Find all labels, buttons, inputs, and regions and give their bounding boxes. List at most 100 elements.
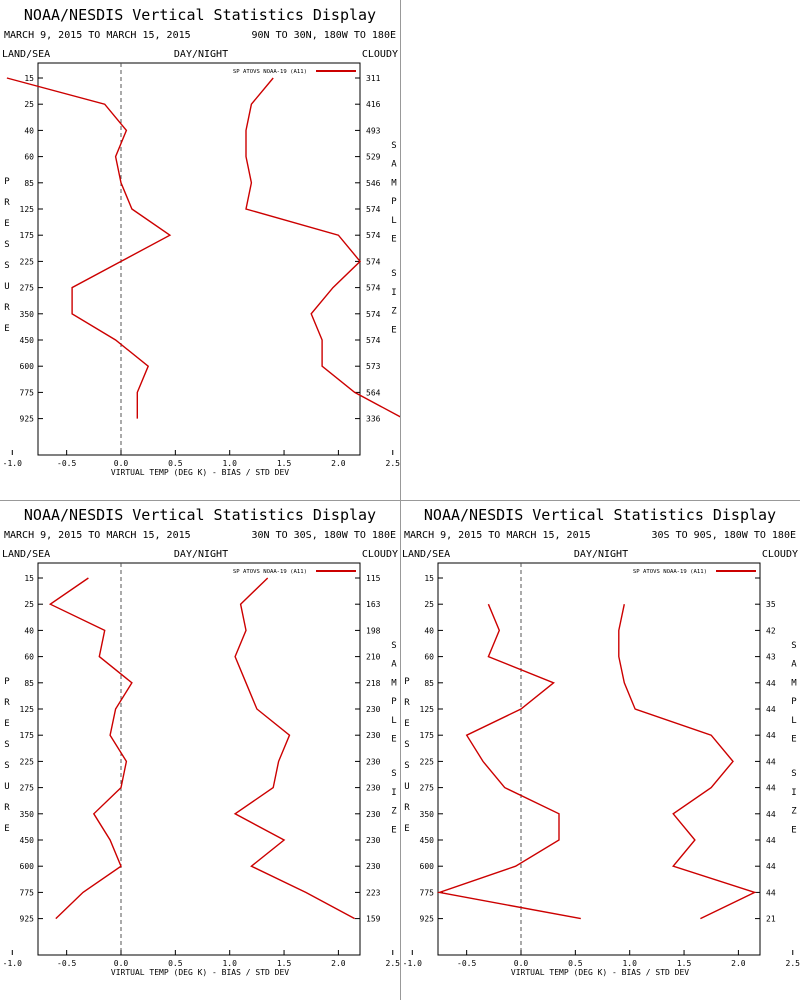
x-axis-label: VIRTUAL TEMP (DEG K) - BIAS / STD DEV bbox=[111, 968, 289, 977]
sample-size-label: 42 bbox=[766, 626, 776, 635]
bias-line bbox=[6, 77, 172, 419]
x-tick-label: 2.5 bbox=[386, 959, 400, 968]
x-tick-label: 2.0 bbox=[331, 459, 346, 468]
legend-label: SP ATOVS NOAA-19 (A11) bbox=[233, 569, 307, 575]
pressure-level-label: 450 bbox=[420, 836, 435, 845]
x-tick-label: -0.5 bbox=[457, 959, 476, 968]
x-axis-label: VIRTUAL TEMP (DEG K) - BIAS / STD DEV bbox=[511, 968, 689, 977]
sample-size-label: 230 bbox=[366, 757, 381, 766]
pressure-level-label: 125 bbox=[20, 705, 35, 714]
pressure-level-label: 40 bbox=[24, 626, 34, 635]
date-range: MARCH 9, 2015 TO MARCH 15, 2015 bbox=[4, 30, 191, 41]
sample-size-label: 574 bbox=[366, 257, 381, 266]
date-range: MARCH 9, 2015 TO MARCH 15, 2015 bbox=[404, 530, 591, 541]
pressure-level-label: 925 bbox=[420, 915, 435, 924]
x-tick-label: -1.0 bbox=[3, 959, 22, 968]
sample-size-label: 574 bbox=[366, 205, 381, 214]
plot-frame bbox=[37, 562, 361, 956]
sample-size-label: 44 bbox=[766, 679, 776, 688]
stats-panel-lower-right: NOAA/NESDIS Vertical Statistics Display M… bbox=[402, 506, 800, 977]
sample-size-label: 44 bbox=[766, 757, 776, 766]
sample-size-label: 529 bbox=[366, 153, 381, 162]
pressure-level-label: 175 bbox=[20, 731, 35, 740]
sample-size-label: 44 bbox=[766, 836, 776, 845]
sample-size-label: 230 bbox=[366, 731, 381, 740]
plot-frame bbox=[437, 562, 761, 956]
sample-size-label: 230 bbox=[366, 810, 381, 819]
region-label: 30N TO 30S, 180W TO 180E bbox=[252, 530, 397, 541]
sample-size-label: 223 bbox=[366, 888, 381, 897]
sample-size-label: 210 bbox=[366, 653, 381, 662]
sample-size-label: 44 bbox=[766, 888, 776, 897]
pressure-level-label: 225 bbox=[20, 757, 35, 766]
bias-line bbox=[48, 577, 133, 920]
sample-size-label: 416 bbox=[366, 100, 381, 109]
sample-size-label: 44 bbox=[766, 731, 776, 740]
pressure-level-label: 775 bbox=[20, 388, 35, 397]
sample-size-label: 336 bbox=[366, 415, 381, 424]
panel-title: NOAA/NESDIS Vertical Statistics Display bbox=[24, 6, 376, 24]
sample-size-label: 44 bbox=[766, 784, 776, 793]
pressure-level-label: 25 bbox=[24, 100, 34, 109]
x-tick-label: 1.0 bbox=[622, 959, 637, 968]
region-label: 90N TO 30N, 180W TO 180E bbox=[252, 30, 397, 41]
x-tick-label: 2.5 bbox=[386, 459, 400, 468]
x-tick-label: 1.0 bbox=[222, 959, 237, 968]
pressure-level-label: 925 bbox=[20, 415, 35, 424]
region-label: 30S TO 90S, 180W TO 180E bbox=[652, 530, 797, 541]
std-dev-line bbox=[233, 577, 356, 920]
pressure-level-label: 15 bbox=[24, 74, 34, 83]
pressure-level-label: 60 bbox=[24, 653, 34, 662]
pressure-level-label: 85 bbox=[24, 179, 34, 188]
sample-size-label: 230 bbox=[366, 862, 381, 871]
pressure-level-label: 60 bbox=[424, 653, 434, 662]
pressure-level-label: 25 bbox=[24, 600, 34, 609]
x-tick-label: 2.5 bbox=[786, 959, 800, 968]
sample-size-label: 574 bbox=[366, 310, 381, 319]
x-tick-label: 2.0 bbox=[731, 959, 746, 968]
pressure-level-label: 350 bbox=[420, 810, 435, 819]
sample-size-label: 230 bbox=[366, 836, 381, 845]
stats-panel-lower-left: NOAA/NESDIS Vertical Statistics Display M… bbox=[2, 506, 400, 977]
x-tick-label: 1.0 bbox=[222, 459, 237, 468]
pressure-level-label: 450 bbox=[20, 836, 35, 845]
sample-size-label: 35 bbox=[766, 600, 776, 609]
sample-size-label: 546 bbox=[366, 179, 381, 188]
date-range: MARCH 9, 2015 TO MARCH 15, 2015 bbox=[4, 530, 191, 541]
pressure-level-label: 600 bbox=[20, 362, 35, 371]
pressure-level-label: 275 bbox=[420, 784, 435, 793]
x-tick-label: 1.5 bbox=[677, 959, 692, 968]
x-axis-label: VIRTUAL TEMP (DEG K) - BIAS / STD DEV bbox=[111, 468, 289, 477]
plot-frame bbox=[37, 62, 361, 456]
land-sea-label: LAND/SEA bbox=[2, 549, 50, 560]
sample-size-label: 574 bbox=[366, 231, 381, 240]
cloudy-label: CLOUDY bbox=[362, 49, 398, 60]
pressure-level-label: 15 bbox=[24, 574, 34, 583]
x-tick-label: 0.0 bbox=[114, 959, 129, 968]
pressure-level-label: 600 bbox=[420, 862, 435, 871]
pressure-level-label: 450 bbox=[20, 336, 35, 345]
pressure-level-label: 25 bbox=[424, 600, 434, 609]
bias-line bbox=[436, 603, 581, 920]
sample-size-label: 21 bbox=[766, 915, 776, 924]
sample-size-label: 230 bbox=[366, 784, 381, 793]
stats-panel-upper-left: NOAA/NESDIS Vertical Statistics Display M… bbox=[2, 6, 400, 477]
x-tick-label: 0.0 bbox=[514, 959, 529, 968]
panel-title: NOAA/NESDIS Vertical Statistics Display bbox=[24, 506, 376, 524]
sample-size-label: 574 bbox=[366, 336, 381, 345]
sample-size-label: 230 bbox=[366, 705, 381, 714]
sample-size-label: 43 bbox=[766, 653, 776, 662]
pressure-level-label: 925 bbox=[20, 915, 35, 924]
x-tick-label: -0.5 bbox=[57, 959, 76, 968]
sample-size-label: 564 bbox=[366, 388, 381, 397]
land-sea-label: LAND/SEA bbox=[402, 549, 450, 560]
sample-size-label: 573 bbox=[366, 362, 381, 371]
sample-size-label: 44 bbox=[766, 862, 776, 871]
std-dev-line bbox=[245, 77, 400, 418]
